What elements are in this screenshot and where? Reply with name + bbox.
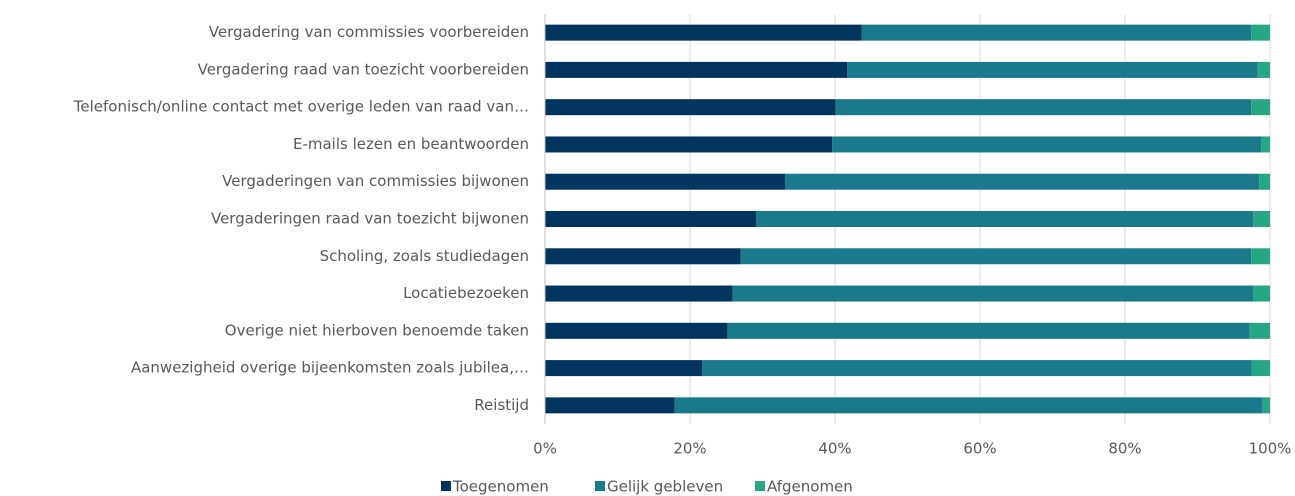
bar (545, 285, 733, 302)
bar (732, 285, 1254, 302)
y-tick-label: Reistijd (474, 396, 529, 414)
y-tick-label: Vergaderingen van commissies bijwonen (222, 172, 529, 190)
y-tick-label: Locatiebezoeken (403, 284, 529, 302)
bar (545, 322, 728, 339)
x-tick-label: 80% (1108, 440, 1141, 458)
bar (1253, 211, 1270, 227)
bar (545, 173, 785, 190)
x-tick-label: 40% (818, 440, 851, 458)
legend-label: Gelijk gebleven (607, 478, 723, 496)
bar (755, 211, 1254, 227)
x-tick-label: 20% (673, 440, 706, 458)
bar (1253, 285, 1270, 302)
bar (1251, 24, 1270, 41)
bar (545, 24, 862, 41)
bar (740, 248, 1252, 265)
bar (835, 99, 1252, 116)
bar (832, 136, 1262, 153)
bar (674, 397, 1263, 414)
bar (1251, 360, 1270, 377)
y-tick-label: E-mails lezen en beantwoorden (293, 135, 529, 153)
bar (1262, 397, 1270, 414)
bar (861, 24, 1252, 41)
y-tick-label: Telefonisch/online contact met overige l… (73, 98, 529, 116)
bar (727, 322, 1250, 339)
bar (545, 99, 836, 116)
y-tick-label: Aanwezigheid overige bijeenkomsten zoals… (131, 359, 529, 377)
bar (545, 360, 703, 377)
legend-swatch (755, 481, 765, 491)
x-tick-label: 100% (1249, 440, 1292, 458)
bar (702, 360, 1252, 377)
bar (1251, 248, 1270, 265)
bar (545, 397, 675, 414)
bar (1261, 136, 1270, 153)
bar (1257, 61, 1270, 78)
bar (1259, 173, 1270, 190)
bar (545, 136, 833, 153)
legend-swatch (441, 481, 451, 491)
y-tick-label: Vergaderingen raad van toezicht bijwonen (211, 210, 529, 228)
legend-swatch (595, 481, 605, 491)
legend-label: Afgenomen (767, 478, 853, 496)
bar (1249, 322, 1270, 339)
y-tick-label: Vergadering van commissies voorbereiden (209, 23, 529, 41)
y-tick-label: Vergadering raad van toezicht voorbereid… (198, 60, 529, 78)
x-tick-label: 0% (533, 440, 557, 458)
bar (784, 173, 1260, 190)
y-tick-label: Overige niet hierboven benoemde taken (225, 321, 529, 339)
bar (545, 61, 848, 78)
bar (1251, 99, 1270, 116)
bar (847, 61, 1258, 78)
bar (545, 248, 741, 265)
y-tick-label: Scholing, zoals studiedagen (320, 247, 529, 265)
x-tick-label: 60% (963, 440, 996, 458)
bar (545, 211, 756, 227)
legend-label: Toegenomen (452, 478, 549, 496)
